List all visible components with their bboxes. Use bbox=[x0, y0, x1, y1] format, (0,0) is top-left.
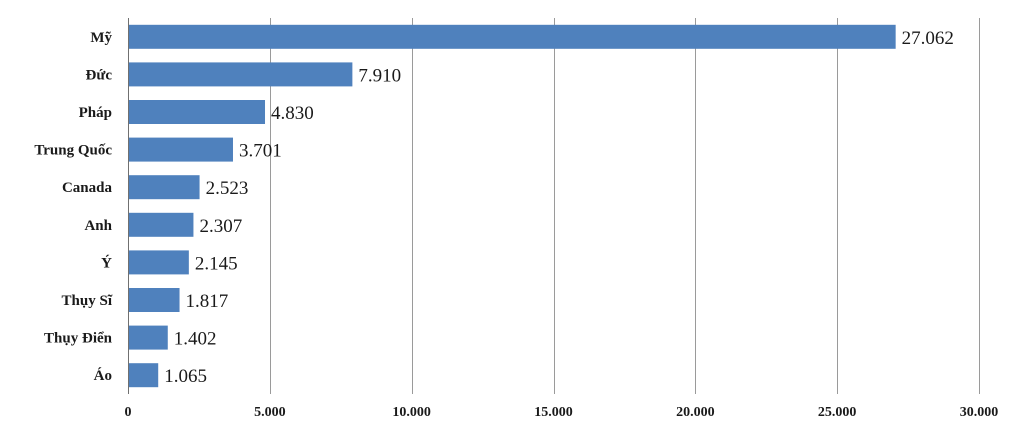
data-label: 2.307 bbox=[199, 216, 242, 237]
category-label: Pháp bbox=[79, 105, 112, 121]
x-tick-label: 0 bbox=[125, 405, 132, 420]
category-labels: Mỹ Đức Pháp Trung Quốc Canada Anh Ý Thụy Sĩ Thụy… bbox=[34, 30, 112, 384]
category-label: Mỹ bbox=[90, 30, 112, 46]
category-label: Thụy Sĩ bbox=[62, 293, 113, 309]
bar bbox=[129, 288, 180, 312]
category-label: Thụy Điển bbox=[44, 331, 113, 347]
data-label: 3.701 bbox=[239, 141, 282, 162]
bar bbox=[129, 100, 266, 124]
data-labels: 27.062 7.910 4.830 3.701 2.523 2.307 2.145 1.81… bbox=[164, 28, 954, 387]
bar bbox=[129, 250, 189, 275]
x-tick-label: 5.000 bbox=[254, 405, 286, 420]
x-tick-label: 30.000 bbox=[960, 405, 999, 420]
bar bbox=[129, 363, 159, 388]
bars bbox=[129, 24, 896, 388]
x-tick-label: 20.000 bbox=[676, 405, 715, 420]
x-tick-label: 10.000 bbox=[392, 405, 431, 420]
data-label: 4.830 bbox=[271, 103, 314, 124]
category-label: Áo bbox=[94, 367, 112, 384]
data-label: 2.145 bbox=[195, 253, 238, 274]
data-label: 1.402 bbox=[174, 329, 217, 350]
data-label: 7.910 bbox=[358, 65, 401, 86]
bar bbox=[129, 175, 200, 200]
category-label: Canada bbox=[62, 180, 113, 196]
x-tick-label: 25.000 bbox=[818, 405, 857, 420]
category-label: Đức bbox=[86, 67, 113, 83]
category-label: Anh bbox=[84, 218, 112, 234]
data-label: 1.817 bbox=[186, 291, 229, 312]
bar bbox=[129, 137, 233, 162]
bar bbox=[129, 325, 168, 350]
grid-lines bbox=[270, 18, 980, 394]
bar bbox=[129, 62, 353, 87]
data-label: 2.523 bbox=[206, 178, 249, 199]
x-axis-tick-labels: 0 5.000 10.000 15.000 20.000 25.000 30.000 bbox=[125, 405, 999, 420]
x-tick-label: 15.000 bbox=[534, 405, 573, 420]
category-label: Trung Quốc bbox=[34, 143, 112, 159]
bar bbox=[129, 24, 896, 49]
bar bbox=[129, 212, 194, 237]
category-label: Ý bbox=[101, 254, 112, 271]
data-label: 27.062 bbox=[902, 28, 954, 49]
data-label: 1.065 bbox=[164, 366, 207, 387]
